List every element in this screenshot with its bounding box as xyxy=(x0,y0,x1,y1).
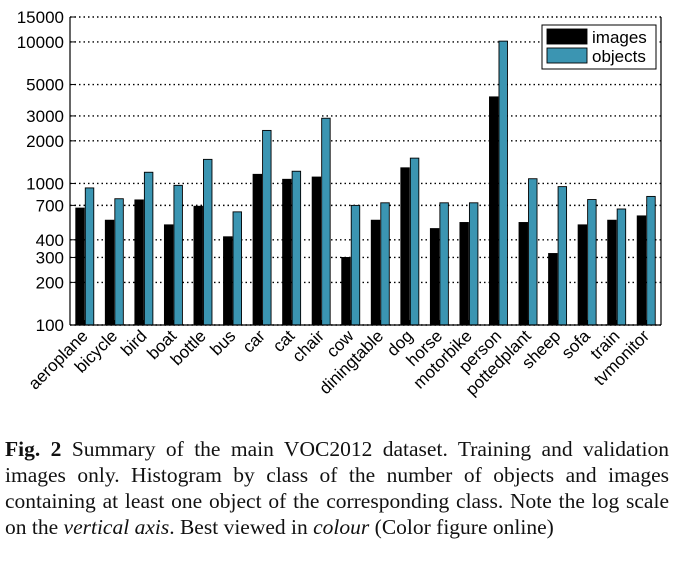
bar-images xyxy=(104,219,115,326)
y-tick-label: 2000 xyxy=(26,132,64,151)
bar-objects xyxy=(291,170,302,326)
caption-text: Summary of the main VOC2012 dataset. Tra… xyxy=(5,437,670,539)
x-tick-label: car xyxy=(239,326,269,356)
legend-swatch-images xyxy=(546,28,588,45)
bar-images xyxy=(607,219,617,326)
bar-images xyxy=(282,178,292,326)
bar-images xyxy=(636,215,647,326)
bar-objects xyxy=(143,171,154,326)
x-tick-label: bird xyxy=(117,326,150,359)
bar-images xyxy=(311,176,322,326)
bar-images xyxy=(489,96,499,326)
bar-objects xyxy=(557,186,568,326)
y-tick-label: 400 xyxy=(36,231,64,250)
bar-images xyxy=(163,224,174,326)
bar-images xyxy=(400,167,410,326)
bars xyxy=(75,40,656,326)
bar-images xyxy=(577,224,588,326)
y-tick-label: 10000 xyxy=(17,33,64,52)
bar-objects xyxy=(409,157,420,326)
bar-objects xyxy=(439,202,449,326)
bar-images xyxy=(223,236,233,326)
legend-swatch-objects xyxy=(546,47,588,64)
y-tick-label: 1000 xyxy=(26,174,64,193)
y-tick-label: 700 xyxy=(36,196,64,215)
y-tick-label: 300 xyxy=(36,248,64,267)
bar-objects xyxy=(646,195,656,326)
y-tick-label: 3000 xyxy=(26,107,64,126)
bar-images xyxy=(134,199,144,326)
bar-objects xyxy=(114,198,124,326)
bar-images xyxy=(518,222,528,326)
bar-objects xyxy=(380,202,390,326)
caption-emphasis: vertical axis xyxy=(63,515,170,539)
bar-images xyxy=(370,219,381,326)
y-tick-label: 15000 xyxy=(17,8,64,27)
bar-objects xyxy=(468,202,479,326)
caption-emphasis: colour xyxy=(313,515,370,539)
x-tick-label: bus xyxy=(207,326,240,359)
bar-images xyxy=(459,222,469,326)
bar-objects xyxy=(321,117,331,326)
x-tick-label: bottle xyxy=(167,326,210,369)
bar-images xyxy=(75,207,85,326)
bar-images xyxy=(429,228,440,326)
caption-text: . Best viewed in xyxy=(169,515,314,539)
x-tick-label: chair xyxy=(289,326,329,366)
bar-objects xyxy=(232,211,242,326)
bar-images xyxy=(193,205,203,326)
bar-images xyxy=(341,257,351,326)
bar-images xyxy=(548,253,558,326)
y-tick-label: 5000 xyxy=(26,76,64,95)
bar-objects xyxy=(203,158,213,326)
bar-objects xyxy=(616,208,627,326)
figure-caption: Fig. 2 Summary of the main VOC2012 datas… xyxy=(5,436,669,540)
bar-objects xyxy=(262,129,272,326)
y-tick-label: 200 xyxy=(36,273,64,292)
axes xyxy=(69,16,662,326)
bar-objects xyxy=(587,199,597,326)
bar-objects xyxy=(350,204,361,326)
bar-objects xyxy=(498,40,508,326)
caption-text: (Color figure online) xyxy=(369,515,554,539)
legend-label-images: images xyxy=(592,28,647,47)
bar-images xyxy=(252,173,263,326)
bar-objects xyxy=(528,178,538,326)
caption-label: Fig. 2 xyxy=(5,437,62,461)
bar-objects xyxy=(84,187,95,326)
legend-label-objects: objects xyxy=(592,47,646,66)
bar-objects xyxy=(173,184,183,326)
y-tick-label: 100 xyxy=(36,316,64,335)
x-tick-label: sofa xyxy=(558,326,595,363)
